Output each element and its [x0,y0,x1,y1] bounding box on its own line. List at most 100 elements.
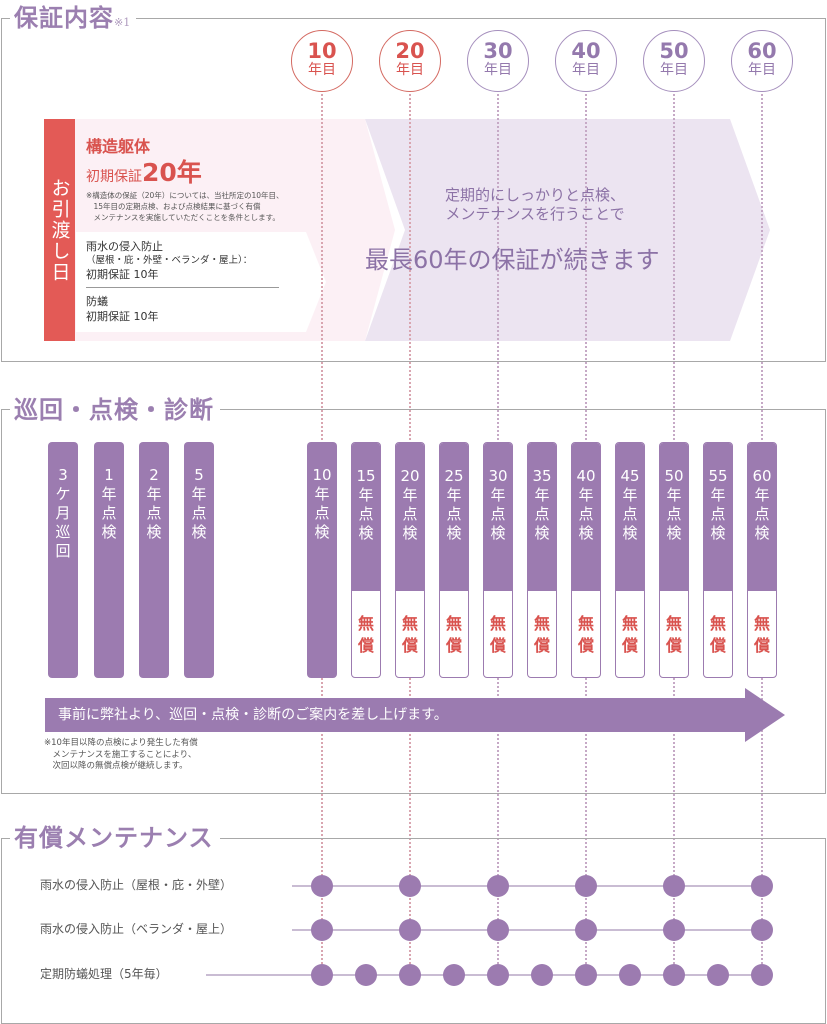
free-char: 無 [445,614,462,633]
inspection-bar-label: 50 年点検 [660,443,688,543]
guarantee-frame [1,18,826,362]
year-circle-30: 30 年目 [467,30,529,92]
inspection-bar-55-year: 55 年点検無償 [703,442,733,678]
label-char: 検 [191,523,207,541]
label-char: 25 [444,467,464,485]
label-char: 検 [534,524,550,542]
inspection-bar-label: 55 年点検 [704,443,732,543]
label-char: 年 [314,485,330,503]
inspection-bar-label: 25 年点検 [440,443,468,543]
inspection-note-line: 次回以降の無償点検が継続します。 [44,761,188,771]
structure-initial-guarantee: 初期保証20年 [86,158,202,192]
maintenance-dot-40-year [575,875,597,897]
handover-day-label: お引渡し日 [44,119,75,341]
free-char: 償 [445,636,462,655]
inspection-bar-35-year: 35 年点検無償 [527,442,557,678]
label-char: 点 [146,504,162,522]
rain-guarantee-years: 初期保証 10年 [86,268,159,281]
free-char: 償 [533,636,550,655]
label-char: 検 [314,523,330,541]
maintenance-row-label: 定期防蟻処理（5年毎） [40,967,168,981]
structure-note: ※構造体の保証（20年）については、当社所定の10年目、 15年目の定期点検、お… [86,190,316,223]
label-char: 年 [490,486,506,504]
label-char: 検 [622,524,638,542]
free-label: 無償 [704,613,732,657]
inspection-note-line: ※10年目以降の点検により発生した有償 [44,738,198,748]
label-char: 検 [146,523,162,541]
inspection-bar-label: 30 年点検 [484,443,512,543]
maintenance-row-line [292,929,762,931]
free-char: 無 [357,614,374,633]
label-char: 2 [149,466,159,484]
label-char: 年 [101,485,117,503]
label-char: 検 [402,524,418,542]
structure-note-line: メンテナンスを実施していただくことを条件とします。 [86,213,280,222]
guarantee-title-note: ※1 [114,16,131,29]
maintenance-row-line [292,885,762,887]
maintenance-dot-50-year [663,919,685,941]
free-label: 無償 [440,613,468,657]
maintenance-dot-50-year [663,964,685,986]
structure-title: 構造躯体 [86,137,151,156]
label-char: 検 [666,524,682,542]
label-char: 35 [532,467,552,485]
label-char: 年 [534,486,550,504]
inspection-bar-label: 40 年点検 [572,443,600,543]
maintenance-row-label: 雨水の侵入防止（ベランダ・屋上） [40,922,233,936]
max-guarantee-message: 最長60年の保証が続きます [365,246,660,274]
maintenance-dot-35-year [531,964,553,986]
label-char: 50 [664,467,684,485]
label-char: 45 [620,467,640,485]
inspection-bar-fill [484,443,512,591]
free-char: 無 [665,614,682,633]
label-char: 回 [55,542,71,560]
label-char: 年 [666,486,682,504]
year-number: 60 [747,39,777,63]
maintenance-dot-60-year [751,919,773,941]
maintenance-dot-45-year [619,964,641,986]
label-char: 点 [490,505,506,523]
year-circle-40: 40 年目 [555,30,617,92]
rain-termite-box [76,232,326,332]
guarantee-section-title: 保証内容※1 [10,3,137,38]
label-char: 月 [55,504,71,522]
free-char: 償 [665,636,682,655]
inspection-section-title: 巡回・点検・診断 [10,395,220,425]
inspection-bar-label: 35 年点検 [528,443,556,543]
label-char: 点 [578,505,594,523]
inspection-bar-10-year: 10 年点検 [307,442,337,678]
year-unit: 年目 [748,62,776,78]
maintenance-dot-15-year [355,964,377,986]
label-char: 点 [666,505,682,523]
free-char: 償 [621,636,638,655]
notice-arrow-text: 事前に弊社より、巡回・点検・診断のご案内を差し上げます。 [58,707,448,723]
label-char: 点 [710,505,726,523]
free-char: 償 [577,636,594,655]
label-char: 3 [58,466,68,484]
maintenance-dot-20-year [399,919,421,941]
inspection-bar-fill [660,443,688,591]
maintenance-dot-60-year [751,964,773,986]
label-char: 15 [356,467,376,485]
rain-sub: （屋根・庇・外壁・ベランダ・屋上）： [86,255,253,266]
message-line1: 定期的にしっかりと点検、 [444,186,625,204]
maintenance-message: 定期的にしっかりと点検、 メンテナンスを行うことで [405,186,665,224]
maintenance-section-title: 有償メンテナンス [10,823,220,853]
label-char: 点 [358,505,374,523]
maintenance-dot-30-year [487,964,509,986]
maintenance-dot-20-year [399,964,421,986]
year-unit: 年目 [660,62,688,78]
inspection-bar-25-year: 25 年点検無償 [439,442,469,678]
rain-guarantee: 雨水の侵入防止 （屋根・庇・外壁・ベランダ・屋上）： 初期保証 10年 [86,239,252,282]
free-char: 無 [533,614,550,633]
label-char: 55 [708,467,728,485]
maintenance-dot-25-year [443,964,465,986]
inspection-bar-fill [704,443,732,591]
handover-day-text: お引渡し日 [48,177,71,283]
label-char: 点 [754,505,770,523]
inspection-bar-label: 20 年点検 [396,443,424,543]
